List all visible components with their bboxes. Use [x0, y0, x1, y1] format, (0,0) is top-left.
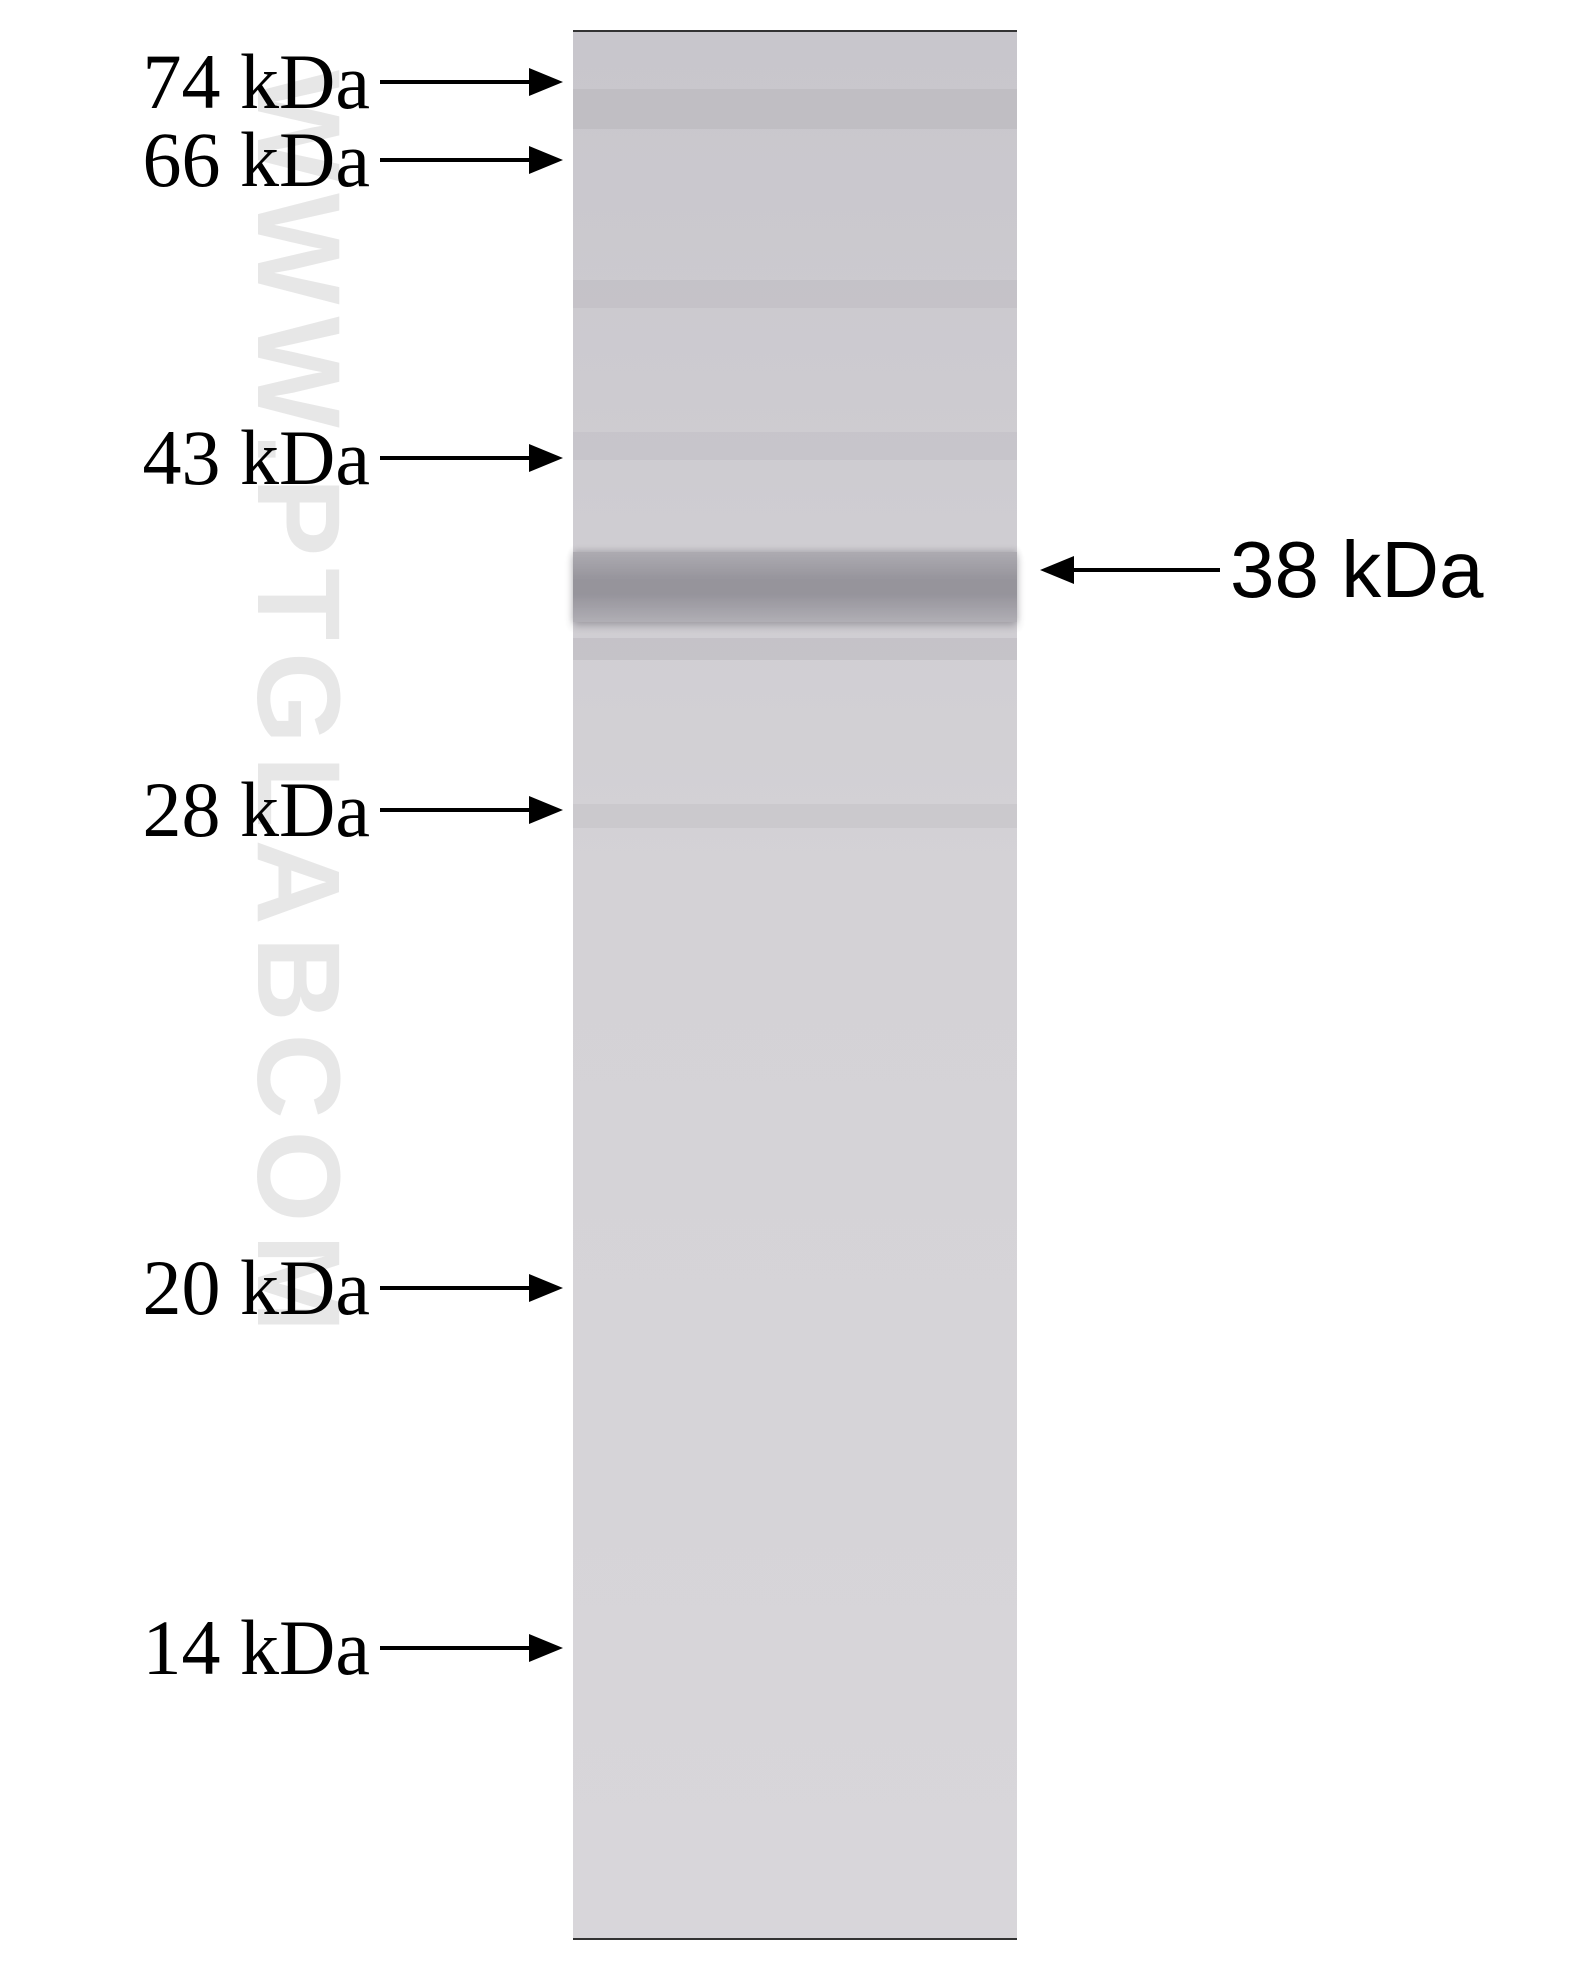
marker-label-3: 28 kDa [143, 765, 370, 855]
marker-label-1: 66 kDa [143, 115, 370, 205]
marker-label-2: 43 kDa [143, 413, 370, 503]
marker-label-0: 74 kDa [143, 37, 370, 127]
marker-label-4: 20 kDa [143, 1243, 370, 1333]
marker-arrow-head-4 [529, 1274, 563, 1302]
marker-arrow-line-0 [380, 80, 533, 84]
gel-band-2 [573, 432, 1017, 460]
marker-arrow-head-2 [529, 444, 563, 472]
marker-arrow-line-1 [380, 158, 533, 162]
gel-background [573, 32, 1017, 1938]
target-arrow-head [1040, 556, 1074, 584]
gel-lane [573, 30, 1017, 1940]
gel-band-1 [573, 280, 1017, 308]
marker-arrow-head-1 [529, 146, 563, 174]
marker-arrow-head-0 [529, 68, 563, 96]
figure-container: WWW.PTGLABCOM 74 kDa66 kDa 43 kDa 28 kDa 20… [0, 0, 1585, 1964]
watermark-text: WWW.PTGLABCOM [230, 70, 366, 1344]
marker-arrow-head-5 [529, 1634, 563, 1662]
marker-arrow-head-3 [529, 796, 563, 824]
gel-band-3 [573, 552, 1017, 622]
target-arrow-line [1070, 568, 1220, 572]
gel-band-0 [573, 89, 1017, 129]
gel-band-5 [573, 804, 1017, 828]
marker-arrow-line-5 [380, 1646, 533, 1650]
marker-arrow-line-2 [380, 456, 533, 460]
marker-arrow-line-3 [380, 808, 533, 812]
gel-band-4 [573, 638, 1017, 660]
target-label: 38 kDa [1230, 524, 1483, 616]
marker-arrow-line-4 [380, 1286, 533, 1290]
marker-label-5: 14 kDa [143, 1603, 370, 1693]
